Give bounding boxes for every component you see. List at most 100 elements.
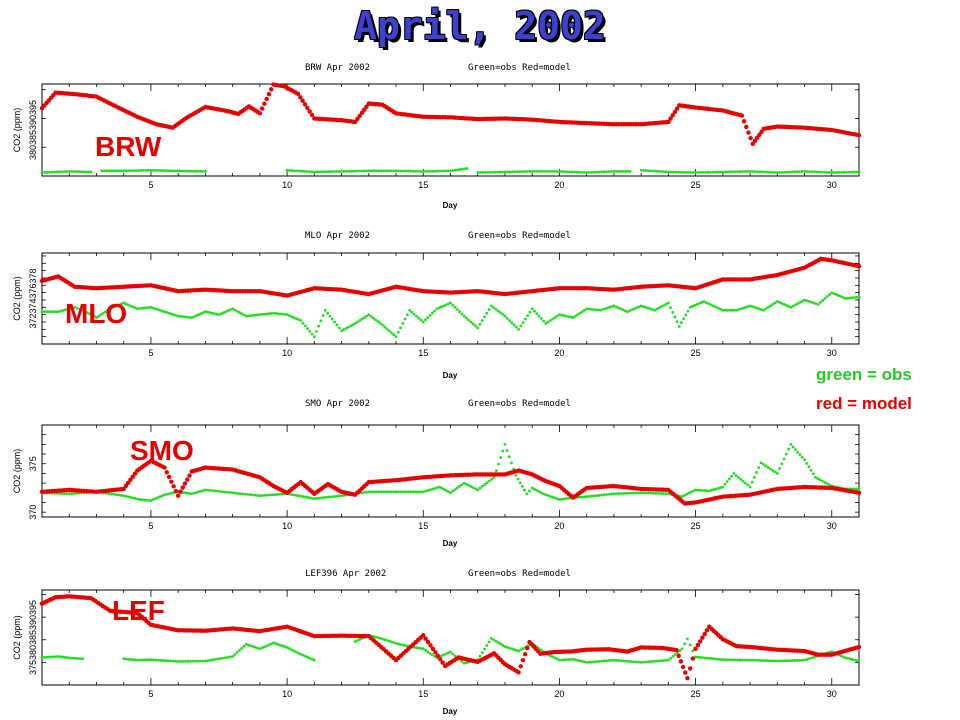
obs-interp-point	[389, 490, 393, 494]
obs-interp-point	[714, 657, 718, 661]
obs-point	[312, 497, 316, 500]
obs-interp-point	[90, 313, 94, 317]
obs-interp-point	[761, 462, 765, 466]
obs-point	[340, 329, 343, 333]
model-interp-point	[298, 95, 303, 100]
obs-interp-point	[780, 659, 784, 663]
obs-interp-point	[533, 309, 536, 313]
obs-point	[721, 485, 725, 489]
obs-interp-point	[815, 170, 819, 174]
obs-interp-point	[315, 329, 318, 333]
obs-interp-point	[434, 169, 438, 173]
obs-interp-point	[723, 170, 727, 174]
obs-interp-point	[560, 497, 564, 501]
obs-interp-point	[307, 170, 311, 174]
obs-interp-point	[525, 170, 529, 173]
obs-interp-point	[480, 319, 484, 322]
obs-point	[302, 495, 305, 499]
obs-interp-point	[342, 328, 346, 331]
obs-interp-point	[600, 493, 603, 497]
obs-interp-point	[387, 490, 391, 494]
obs-interp-point	[270, 493, 274, 497]
obs-interp-point	[117, 303, 121, 307]
obs-interp-point	[404, 169, 408, 173]
obs-interp-point	[374, 635, 378, 639]
obs-interp-point	[101, 311, 105, 315]
obs-interp-point	[617, 170, 620, 173]
obs-interp-point	[523, 488, 526, 492]
obs-interp-point	[807, 300, 811, 303]
obs-interp-point	[499, 456, 503, 459]
obs-interp-point	[678, 649, 682, 653]
obs-point	[748, 658, 752, 662]
obs-point	[476, 488, 480, 492]
obs-interp-point	[247, 643, 250, 647]
obs-interp-point	[499, 311, 502, 315]
obs-interp-point	[686, 170, 690, 174]
obs-interp-point	[295, 169, 299, 173]
obs-interp-point	[156, 658, 160, 662]
model-interp-point	[269, 87, 274, 92]
obs-interp-point	[84, 170, 88, 174]
obs-interp-point	[399, 490, 403, 494]
obs-interp-point	[610, 658, 613, 662]
obs-point	[585, 495, 589, 499]
obs-interp-point	[537, 490, 541, 493]
obs-interp-point	[428, 488, 432, 492]
obs-interp-point	[192, 491, 196, 495]
obs-interp-point	[782, 457, 786, 461]
obs-interp-point	[189, 659, 192, 663]
obs-point	[122, 169, 126, 173]
obs-interp-point	[812, 301, 816, 305]
obs-interp-point	[151, 306, 155, 310]
obs-interp-point	[852, 170, 856, 174]
obs-interp-point	[384, 490, 388, 494]
obs-interp-point	[362, 169, 366, 173]
obs-interp-point	[228, 491, 232, 494]
obs-interp-point	[753, 475, 756, 479]
obs-interp-point	[54, 655, 58, 659]
x-tick-label: 5	[148, 521, 153, 531]
x-axis-label: Day	[443, 707, 458, 716]
obs-interp-point	[276, 312, 280, 316]
obs-interp-point	[188, 315, 191, 319]
obs-point	[40, 656, 44, 659]
obs-interp-point	[687, 491, 691, 495]
obs-point	[707, 489, 711, 493]
obs-interp-point	[412, 312, 416, 316]
obs-point	[626, 310, 629, 314]
obs-interp-point	[785, 659, 789, 663]
model-interp-point	[668, 116, 673, 121]
obs-interp-point	[595, 660, 598, 663]
obs-interp-point	[60, 170, 64, 174]
obs-interp-point	[215, 312, 219, 316]
obs-interp-point	[191, 659, 195, 663]
obs-interp-point	[48, 170, 51, 174]
obs-interp-point	[573, 314, 577, 318]
obs-interp-point	[87, 170, 90, 174]
obs-interp-point	[662, 492, 665, 495]
obs-interp-point	[644, 660, 648, 664]
model-interp-point	[680, 664, 686, 670]
obs-interp-point	[154, 307, 157, 311]
obs-interp-point	[602, 170, 606, 174]
obs-interp-point	[194, 314, 198, 318]
obs-interp-point	[839, 654, 843, 658]
model-interp-point	[522, 651, 528, 657]
obs-interp-point	[770, 659, 774, 663]
model-interp-point	[433, 650, 438, 655]
panel-title: MLO Apr 2002	[305, 231, 370, 241]
series-obs	[40, 291, 861, 339]
obs-interp-point	[697, 301, 701, 305]
x-tick-label: 10	[282, 180, 292, 190]
obs-interp-point	[372, 169, 376, 173]
obs-interp-point	[376, 320, 380, 323]
obs-interp-point	[564, 658, 568, 662]
obs-interp-point	[755, 471, 759, 474]
obs-interp-point	[242, 644, 246, 648]
obs-interp-point	[290, 169, 294, 172]
obs-interp-point	[105, 169, 109, 173]
obs-interp-point	[480, 651, 484, 654]
obs-interp-point	[521, 321, 525, 324]
obs-interp-point	[453, 168, 457, 172]
